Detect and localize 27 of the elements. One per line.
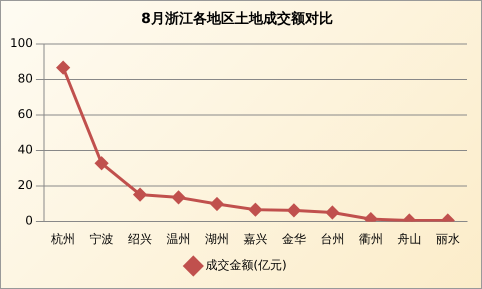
x-tick-label: 杭州 <box>50 232 76 246</box>
x-tick-label: 绍兴 <box>128 232 152 246</box>
y-tick-label: 40 <box>18 142 33 157</box>
point <box>248 203 262 216</box>
y-tick-label: 0 <box>25 214 33 228</box>
point <box>95 156 108 170</box>
point <box>172 190 186 204</box>
x-tick-label: 宁波 <box>90 232 114 246</box>
point <box>210 198 224 210</box>
chart-title: 8月浙江各地区土地成交额对比 <box>141 10 333 28</box>
y-tick-label: 60 <box>18 107 33 122</box>
point <box>134 188 147 202</box>
legend-label: 成交金额(亿元) <box>205 258 287 272</box>
point <box>287 204 300 217</box>
y-tick-label: 20 <box>18 178 33 192</box>
x-tick-label: 丽水 <box>436 232 460 246</box>
x-tick-label: 温州 <box>166 232 191 246</box>
x-tick-label: 金华 <box>282 232 306 246</box>
x-tick-label: 衢州 <box>358 232 383 246</box>
point <box>326 206 339 220</box>
point <box>56 61 70 74</box>
y-tick-label: 80 <box>18 71 33 86</box>
x-tick-label: 台州 <box>320 232 344 246</box>
x-tick-label: 嘉兴 <box>243 232 268 246</box>
x-tick-label: 湖州 <box>204 232 229 246</box>
y-tick-label: 100 <box>10 36 33 50</box>
x-tick-label: 舟山 <box>397 232 422 246</box>
